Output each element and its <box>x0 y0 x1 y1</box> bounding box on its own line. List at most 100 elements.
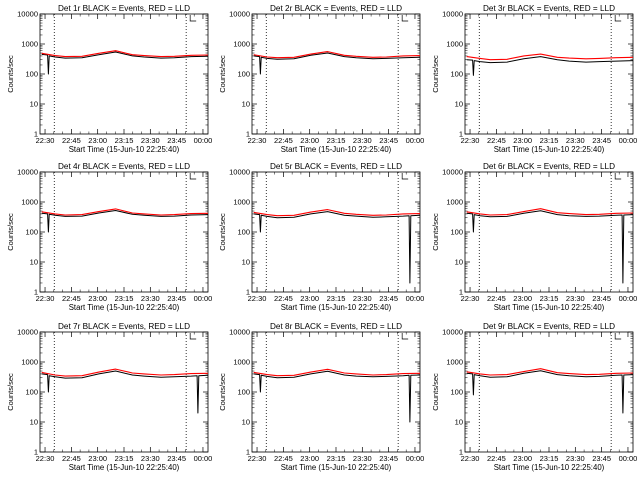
x-tick-label: 00:00 <box>406 136 425 145</box>
y-tick-label: 10000 <box>442 168 463 177</box>
series-events-line <box>466 210 634 284</box>
x-tick-label: 22:45 <box>274 294 293 303</box>
y-tick-label: 1 <box>34 448 38 457</box>
y-tick-label: 100 <box>25 228 38 237</box>
y-tick-label: 1 <box>34 288 38 297</box>
y-tick-label: 100 <box>450 388 463 397</box>
x-tick-label: 23:00 <box>88 294 107 303</box>
y-axis-label: Counts/sec <box>431 55 440 93</box>
x-tick-label: 23:00 <box>88 454 107 463</box>
corner-bracket-mark <box>189 333 197 340</box>
x-tick-label: 23:45 <box>379 136 398 145</box>
series-events-line <box>41 210 209 233</box>
x-tick-label: 23:30 <box>566 294 585 303</box>
series-lld-line <box>253 368 421 377</box>
y-tick-label: 10 <box>455 418 463 427</box>
corner-bracket-mark <box>401 173 409 180</box>
x-tick-label: 23:30 <box>141 294 160 303</box>
y-tick-label: 1000 <box>233 198 250 207</box>
x-axis-label: Start Time (15-Jun-10 22:25:40) <box>494 145 605 154</box>
panel-2: Det 2r BLACK = Events, RED = LLD 1 10 100 10… <box>218 4 424 154</box>
y-axis-label: Counts/sec <box>431 373 440 411</box>
x-tick-label: 23:30 <box>353 136 372 145</box>
panel-title: Det 1r BLACK = Events, RED = LLD <box>58 4 190 13</box>
y-tick-label: 100 <box>25 388 38 397</box>
series-events-line <box>41 51 209 75</box>
x-tick-label: 22:30 <box>461 294 480 303</box>
y-axis-label: Counts/sec <box>431 213 440 251</box>
x-tick-label: 23:30 <box>353 454 372 463</box>
series-lld-line <box>41 208 209 216</box>
x-tick-label: 23:45 <box>167 136 186 145</box>
y-tick-label: 100 <box>237 228 250 237</box>
y-tick-label: 1 <box>34 130 38 139</box>
corner-bracket-mark <box>189 15 197 22</box>
y-tick-label: 100 <box>25 70 38 79</box>
y-axis-label: Counts/sec <box>218 373 227 411</box>
x-axis-label: Start Time (15-Jun-10 22:25:40) <box>281 463 392 472</box>
x-axis-label: Start Time (15-Jun-10 22:25:40) <box>494 303 605 312</box>
corner-bracket-mark <box>401 333 409 340</box>
x-tick-label: 23:30 <box>141 454 160 463</box>
plot-frame <box>464 171 634 293</box>
y-tick-label: 10000 <box>17 10 38 19</box>
x-tick-label: 00:00 <box>619 136 638 145</box>
x-tick-label: 23:30 <box>566 136 585 145</box>
plot-frame <box>39 171 209 293</box>
y-tick-label: 1 <box>459 288 463 297</box>
y-tick-label: 1000 <box>446 40 463 49</box>
y-tick-label: 1000 <box>21 40 38 49</box>
x-tick-label: 23:45 <box>379 454 398 463</box>
panel-title: Det 6r BLACK = Events, RED = LLD <box>483 162 615 171</box>
x-tick-label: 23:30 <box>353 294 372 303</box>
panel-1: Det 1r BLACK = Events, RED = LLD 1 10 100 10… <box>6 4 212 154</box>
panel-7: Det 7r BLACK = Events, RED = LLD 1 10 100 10… <box>6 322 212 472</box>
x-tick-label: 23:00 <box>513 454 532 463</box>
x-axis-label: Start Time (15-Jun-10 22:25:40) <box>494 463 605 472</box>
plot-frame <box>251 331 421 453</box>
x-tick-label: 00:00 <box>619 454 638 463</box>
corner-bracket-mark <box>614 173 622 180</box>
y-tick-label: 1000 <box>233 358 250 367</box>
x-tick-label: 23:00 <box>300 136 319 145</box>
x-tick-label: 23:00 <box>300 454 319 463</box>
y-tick-label: 1 <box>459 448 463 457</box>
series-lld-line <box>253 51 421 59</box>
y-tick-label: 10 <box>455 258 463 267</box>
y-tick-label: 10 <box>455 100 463 109</box>
panel-title: Det 4r BLACK = Events, RED = LLD <box>58 162 190 171</box>
series-events-line <box>253 52 421 75</box>
x-tick-label: 22:30 <box>248 136 267 145</box>
x-tick-label: 23:00 <box>88 136 107 145</box>
panel-3: Det 3r BLACK = Events, RED = LLD 1 10 100 10… <box>431 4 637 154</box>
y-tick-label: 10 <box>242 418 250 427</box>
y-tick-label: 10000 <box>17 328 38 337</box>
series-lld-line <box>41 50 209 58</box>
y-axis-label: Counts/sec <box>6 55 15 93</box>
panel-8: Det 8r BLACK = Events, RED = LLD 1 10 100 10… <box>218 322 424 472</box>
y-tick-label: 10000 <box>17 168 38 177</box>
y-axis-label: Counts/sec <box>6 213 15 251</box>
x-tick-label: 23:30 <box>141 136 160 145</box>
x-tick-label: 23:45 <box>592 454 611 463</box>
panel-title: Det 2r BLACK = Events, RED = LLD <box>270 4 402 13</box>
y-tick-label: 1 <box>459 130 463 139</box>
x-tick-label: 00:00 <box>406 294 425 303</box>
panel-title: Det 9r BLACK = Events, RED = LLD <box>483 322 615 331</box>
y-tick-label: 10000 <box>442 10 463 19</box>
x-axis-label: Start Time (15-Jun-10 22:25:40) <box>281 145 392 154</box>
x-tick-label: 00:00 <box>194 136 213 145</box>
corner-bracket-mark <box>401 15 409 22</box>
series-events-line <box>253 211 421 284</box>
y-tick-label: 10000 <box>442 328 463 337</box>
x-tick-label: 23:45 <box>592 136 611 145</box>
series-events-line <box>466 56 634 76</box>
y-tick-label: 1000 <box>21 198 38 207</box>
x-tick-label: 00:00 <box>194 454 213 463</box>
x-tick-label: 00:00 <box>194 294 213 303</box>
x-tick-label: 23:15 <box>540 294 559 303</box>
y-tick-label: 1 <box>246 288 250 297</box>
x-tick-label: 23:45 <box>167 294 186 303</box>
series-events-line <box>253 370 421 423</box>
